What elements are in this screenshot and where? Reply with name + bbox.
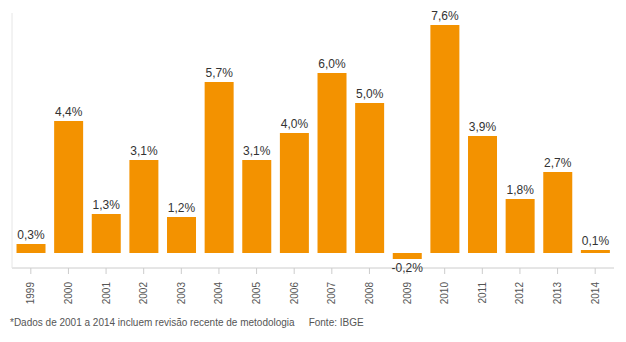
- svg-text:2,7%: 2,7%: [544, 156, 572, 170]
- svg-text:6,0%: 6,0%: [318, 57, 346, 71]
- svg-text:2001: 2001: [101, 282, 112, 305]
- svg-text:7,6%: 7,6%: [431, 9, 459, 23]
- svg-text:5,0%: 5,0%: [356, 87, 384, 101]
- svg-text:0,1%: 0,1%: [582, 234, 610, 248]
- svg-text:2007: 2007: [326, 282, 337, 305]
- svg-text:3,9%: 3,9%: [469, 120, 497, 134]
- svg-text:2014: 2014: [590, 282, 601, 305]
- svg-text:2010: 2010: [439, 282, 450, 305]
- svg-text:-0,2%: -0,2%: [392, 261, 424, 275]
- svg-text:2005: 2005: [251, 282, 262, 305]
- svg-text:2006: 2006: [289, 282, 300, 305]
- svg-text:4,4%: 4,4%: [55, 105, 83, 119]
- svg-text:2008: 2008: [364, 282, 375, 305]
- svg-text:1,8%: 1,8%: [506, 183, 534, 197]
- svg-text:2009: 2009: [402, 282, 413, 305]
- svg-text:2012: 2012: [514, 282, 525, 305]
- svg-text:5,7%: 5,7%: [205, 66, 233, 80]
- svg-text:2003: 2003: [176, 282, 187, 305]
- html-text:Fonte: IBGE: Fonte: IBGE: [308, 317, 364, 328]
- svg-text:3,1%: 3,1%: [130, 144, 158, 158]
- svg-text:1,3%: 1,3%: [93, 198, 121, 212]
- svg-text:4,0%: 4,0%: [281, 117, 309, 131]
- svg-text:2002: 2002: [138, 282, 149, 305]
- html-text:*Dados de 2001 a 2014 incluem: *Dados de 2001 a 2014 incluem revisão re…: [10, 317, 295, 328]
- svg-text:2011: 2011: [477, 282, 488, 304]
- svg-text:2013: 2013: [552, 282, 563, 305]
- svg-text:0,3%: 0,3%: [17, 228, 45, 242]
- svg-text:2004: 2004: [213, 282, 224, 305]
- svg-text:3,1%: 3,1%: [243, 144, 271, 158]
- svg-text:1999: 1999: [25, 282, 36, 305]
- svg-text:2000: 2000: [63, 282, 74, 305]
- svg-text:1,2%: 1,2%: [168, 201, 196, 215]
